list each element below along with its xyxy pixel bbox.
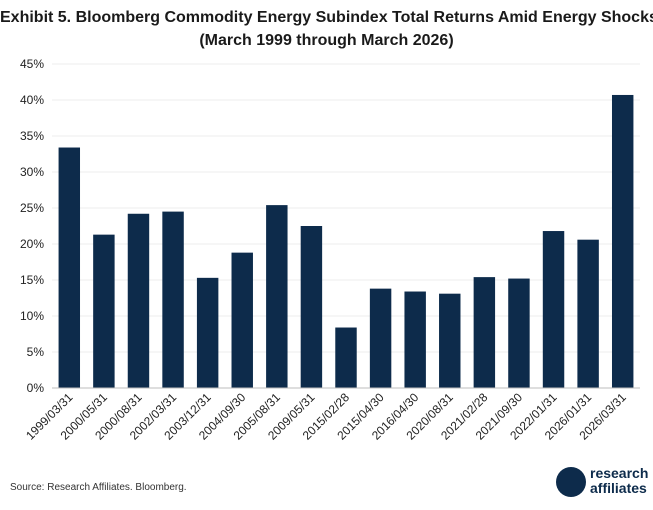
bar	[473, 277, 496, 388]
y-tick-label: 40%	[20, 93, 44, 107]
logo-mark-icon	[556, 467, 586, 497]
source-note: Source: Research Affiliates. Bloomberg.	[10, 482, 187, 493]
chart-title: Exhibit 5. Bloomberg Commodity Energy Su…	[0, 6, 653, 52]
bar	[266, 205, 288, 388]
bar	[577, 239, 599, 388]
bar	[127, 213, 150, 388]
gridlines	[52, 63, 640, 353]
bar	[508, 278, 530, 388]
bar	[335, 327, 357, 388]
y-tick-label: 20%	[20, 237, 44, 251]
bar	[439, 293, 461, 388]
bar	[300, 226, 323, 388]
y-tick-label: 15%	[20, 273, 44, 287]
bar	[93, 234, 115, 388]
bar	[231, 252, 253, 388]
logo-text: research affiliates	[590, 466, 648, 496]
logo-line1: research	[590, 465, 649, 481]
bar	[611, 94, 634, 389]
y-tick-label: 25%	[20, 201, 44, 215]
bar	[162, 211, 184, 388]
y-axis-ticks: 0% 5% 10% 15% 20% 25% 30% 35% 40% 45%	[20, 57, 44, 395]
bar	[58, 147, 81, 388]
y-tick-label: 10%	[20, 309, 44, 323]
research-affiliates-logo: research affiliates	[556, 464, 648, 500]
bar	[542, 231, 565, 388]
title-line: Exhibit 5. Bloomberg Commodity Energy Su…	[0, 9, 653, 26]
y-tick-label: 35%	[20, 129, 44, 143]
y-tick-label: 45%	[20, 57, 44, 71]
bar-chart: 0% 5% 10% 15% 20% 25% 30% 35% 40% 45% 1999/03/312…	[20, 57, 640, 443]
bar	[404, 291, 426, 388]
x-axis-ticks: 1999/03/312000/05/312000/08/312002/03/31…	[23, 390, 629, 443]
bars	[58, 94, 634, 389]
y-tick-label: 30%	[20, 165, 44, 179]
bar	[196, 277, 219, 388]
subtitle-line: (March 1999 through March 2026)	[199, 32, 454, 49]
y-tick-label: 5%	[27, 345, 45, 359]
logo-line2: affiliates	[590, 480, 647, 496]
y-tick-label: 0%	[27, 381, 45, 395]
bar	[369, 288, 392, 388]
